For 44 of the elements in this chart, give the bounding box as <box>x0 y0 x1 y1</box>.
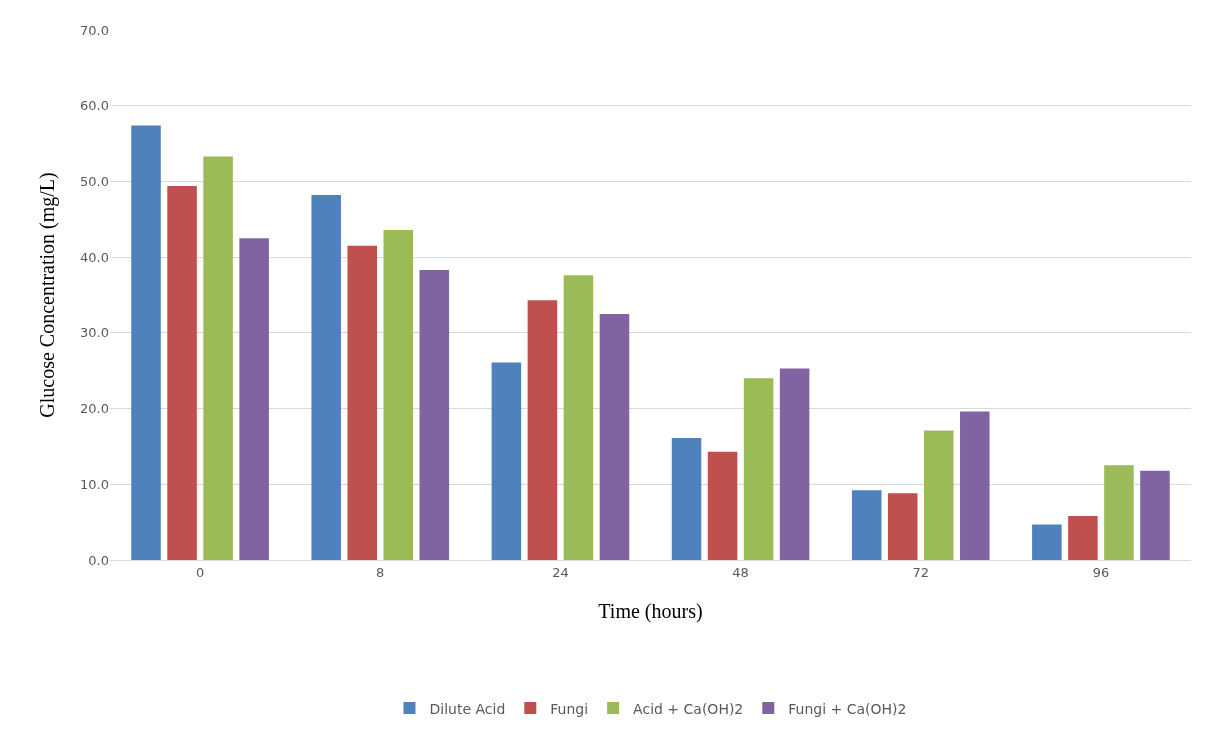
bar <box>419 270 450 560</box>
bar <box>1104 465 1134 560</box>
bar <box>311 195 341 560</box>
bar <box>203 156 233 560</box>
bar <box>671 438 702 560</box>
bar <box>707 451 738 560</box>
x-tick-label: 0 <box>195 564 205 580</box>
y-tick-label: 0.0 <box>88 552 109 568</box>
bar <box>887 493 918 560</box>
bar <box>960 411 990 560</box>
bar <box>1032 524 1062 560</box>
x-axis-title: Time (hours) <box>598 600 703 624</box>
bar <box>1140 470 1170 560</box>
bar <box>599 313 630 560</box>
legend-label: Fungi + Ca(OH)2 <box>788 700 907 717</box>
bar <box>923 430 954 560</box>
y-tick-label: 40.0 <box>80 249 109 265</box>
bar <box>383 229 414 560</box>
bar <box>1068 516 1098 560</box>
bar <box>131 125 161 560</box>
y-tick-label: 30.0 <box>80 325 109 341</box>
y-tick-label: 70.0 <box>80 22 109 38</box>
bar <box>239 238 269 560</box>
bar <box>851 490 882 560</box>
x-tick-label: 24 <box>552 564 569 580</box>
legend-label: Dilute Acid <box>429 700 506 717</box>
y-tick-label: 20.0 <box>80 401 109 417</box>
bar <box>347 245 378 560</box>
x-tick-label: 96 <box>1092 564 1110 580</box>
legend-label: Acid + Ca(OH)2 <box>633 700 744 717</box>
y-tick-label: 60.0 <box>80 98 109 114</box>
bar <box>491 362 522 560</box>
y-tick-label: 50.0 <box>80 173 109 189</box>
x-tick-label: 48 <box>732 564 749 580</box>
y-tick-label: 10.0 <box>80 476 109 492</box>
bar <box>527 300 558 560</box>
x-tick-label: 8 <box>376 564 385 580</box>
bar <box>743 378 774 560</box>
bar <box>563 275 594 560</box>
x-tick-label: 72 <box>912 564 930 580</box>
bar <box>167 185 197 560</box>
legend-label: Fungi <box>550 700 589 717</box>
y-axis-title: Glucose Concentration (mg/L) <box>35 172 59 418</box>
bar <box>779 368 810 560</box>
